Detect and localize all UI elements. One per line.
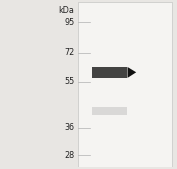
Text: 28: 28: [64, 151, 75, 160]
Text: 95: 95: [64, 18, 75, 27]
Polygon shape: [127, 67, 136, 78]
Text: 72: 72: [64, 48, 75, 57]
Bar: [92, 107, 127, 115]
Text: kDa: kDa: [59, 6, 75, 15]
Text: 55: 55: [64, 77, 75, 86]
Bar: [92, 67, 127, 78]
Bar: [78, 2, 172, 167]
Text: 36: 36: [65, 123, 75, 132]
